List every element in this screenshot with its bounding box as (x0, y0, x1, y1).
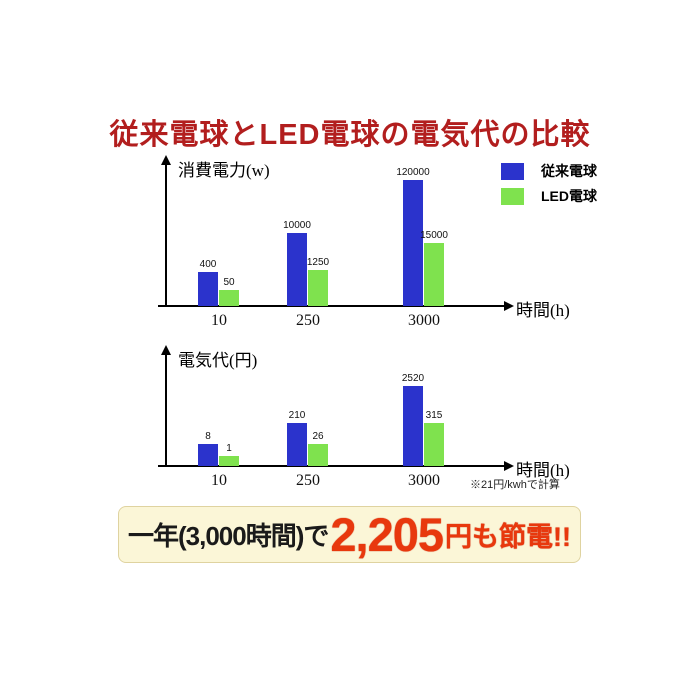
legend-item-led: LED電球 (501, 187, 597, 205)
bar-value-label: 315 (425, 410, 443, 421)
x-axis-arrow-icon (504, 461, 514, 471)
y-axis-label: 電気代(円) (178, 351, 258, 370)
page-title: 従来電球とLED電球の電気代の比較 (109, 119, 591, 151)
bar-led-3000 (424, 243, 444, 306)
calculation-note: ※21円/kwhで計算 (470, 479, 560, 491)
x-axis-label: 時間(h) (516, 461, 570, 480)
bar-value-label: 10000 (283, 220, 311, 231)
y-axis (165, 354, 167, 467)
bar-value-label: 15000 (420, 230, 448, 241)
bar-value-label: 120000 (396, 167, 430, 178)
x-tick-label: 10 (211, 472, 227, 489)
bar-conventional-250 (287, 233, 307, 306)
x-axis-arrow-icon (504, 301, 514, 311)
bar-value-label: 400 (199, 259, 217, 270)
banner-amount-text: 2,205 (330, 508, 444, 561)
x-tick-label: 250 (296, 312, 320, 329)
bar-led-10 (219, 456, 239, 466)
y-axis (165, 164, 167, 307)
legend-item-conventional: 従来電球 (501, 162, 597, 180)
bar-value-label: 2520 (401, 373, 425, 384)
bar-conventional-3000 (403, 180, 423, 306)
legend-swatch-conventional-icon (501, 162, 524, 180)
x-tick-label: 250 (296, 472, 320, 489)
x-axis (158, 465, 506, 467)
y-axis-label: 消費電力(w) (178, 161, 270, 180)
power-consumption-chart: 消費電力(w) 時間(h) 400 10000 120000 50 1250 15000 1… (150, 155, 590, 345)
bar-led-250 (308, 270, 328, 306)
y-axis-arrow-icon (161, 155, 171, 165)
x-tick-label: 3000 (408, 312, 440, 329)
banner-suffix-text: 円も節電!! (445, 522, 571, 552)
bar-value-label: 1 (226, 443, 232, 454)
x-tick-label: 10 (211, 312, 227, 329)
x-tick-label: 3000 (408, 472, 440, 489)
bar-value-label: 1250 (306, 257, 330, 268)
x-axis (158, 305, 506, 307)
savings-banner: 一年(3,000時間)で 2,205 円も節電!! (118, 506, 581, 563)
bar-conventional-10 (198, 272, 218, 306)
bar-conventional-10 (198, 444, 218, 466)
bar-conventional-250 (287, 423, 307, 466)
electricity-cost-chart: 電気代(円) 時間(h) ※21円/kwhで計算 8 210 2520 1 26 315 1… (150, 345, 590, 500)
banner-prefix-text: 一年(3,000時間)で (128, 521, 329, 551)
bar-value-label: 210 (288, 410, 306, 421)
legend: 従来電球 LED電球 (501, 162, 597, 212)
legend-label-led: LED電球 (541, 188, 597, 204)
legend-label-conventional: 従来電球 (541, 163, 597, 179)
bar-led-3000 (424, 423, 444, 466)
bar-led-250 (308, 444, 328, 466)
x-axis-label: 時間(h) (516, 301, 570, 320)
bar-led-10 (219, 290, 239, 306)
bar-value-label: 26 (312, 431, 324, 442)
bar-conventional-3000 (403, 386, 423, 466)
y-axis-arrow-icon (161, 345, 171, 355)
bar-value-label: 50 (223, 277, 235, 288)
bar-value-label: 8 (205, 431, 211, 442)
legend-swatch-led-icon (501, 187, 524, 205)
